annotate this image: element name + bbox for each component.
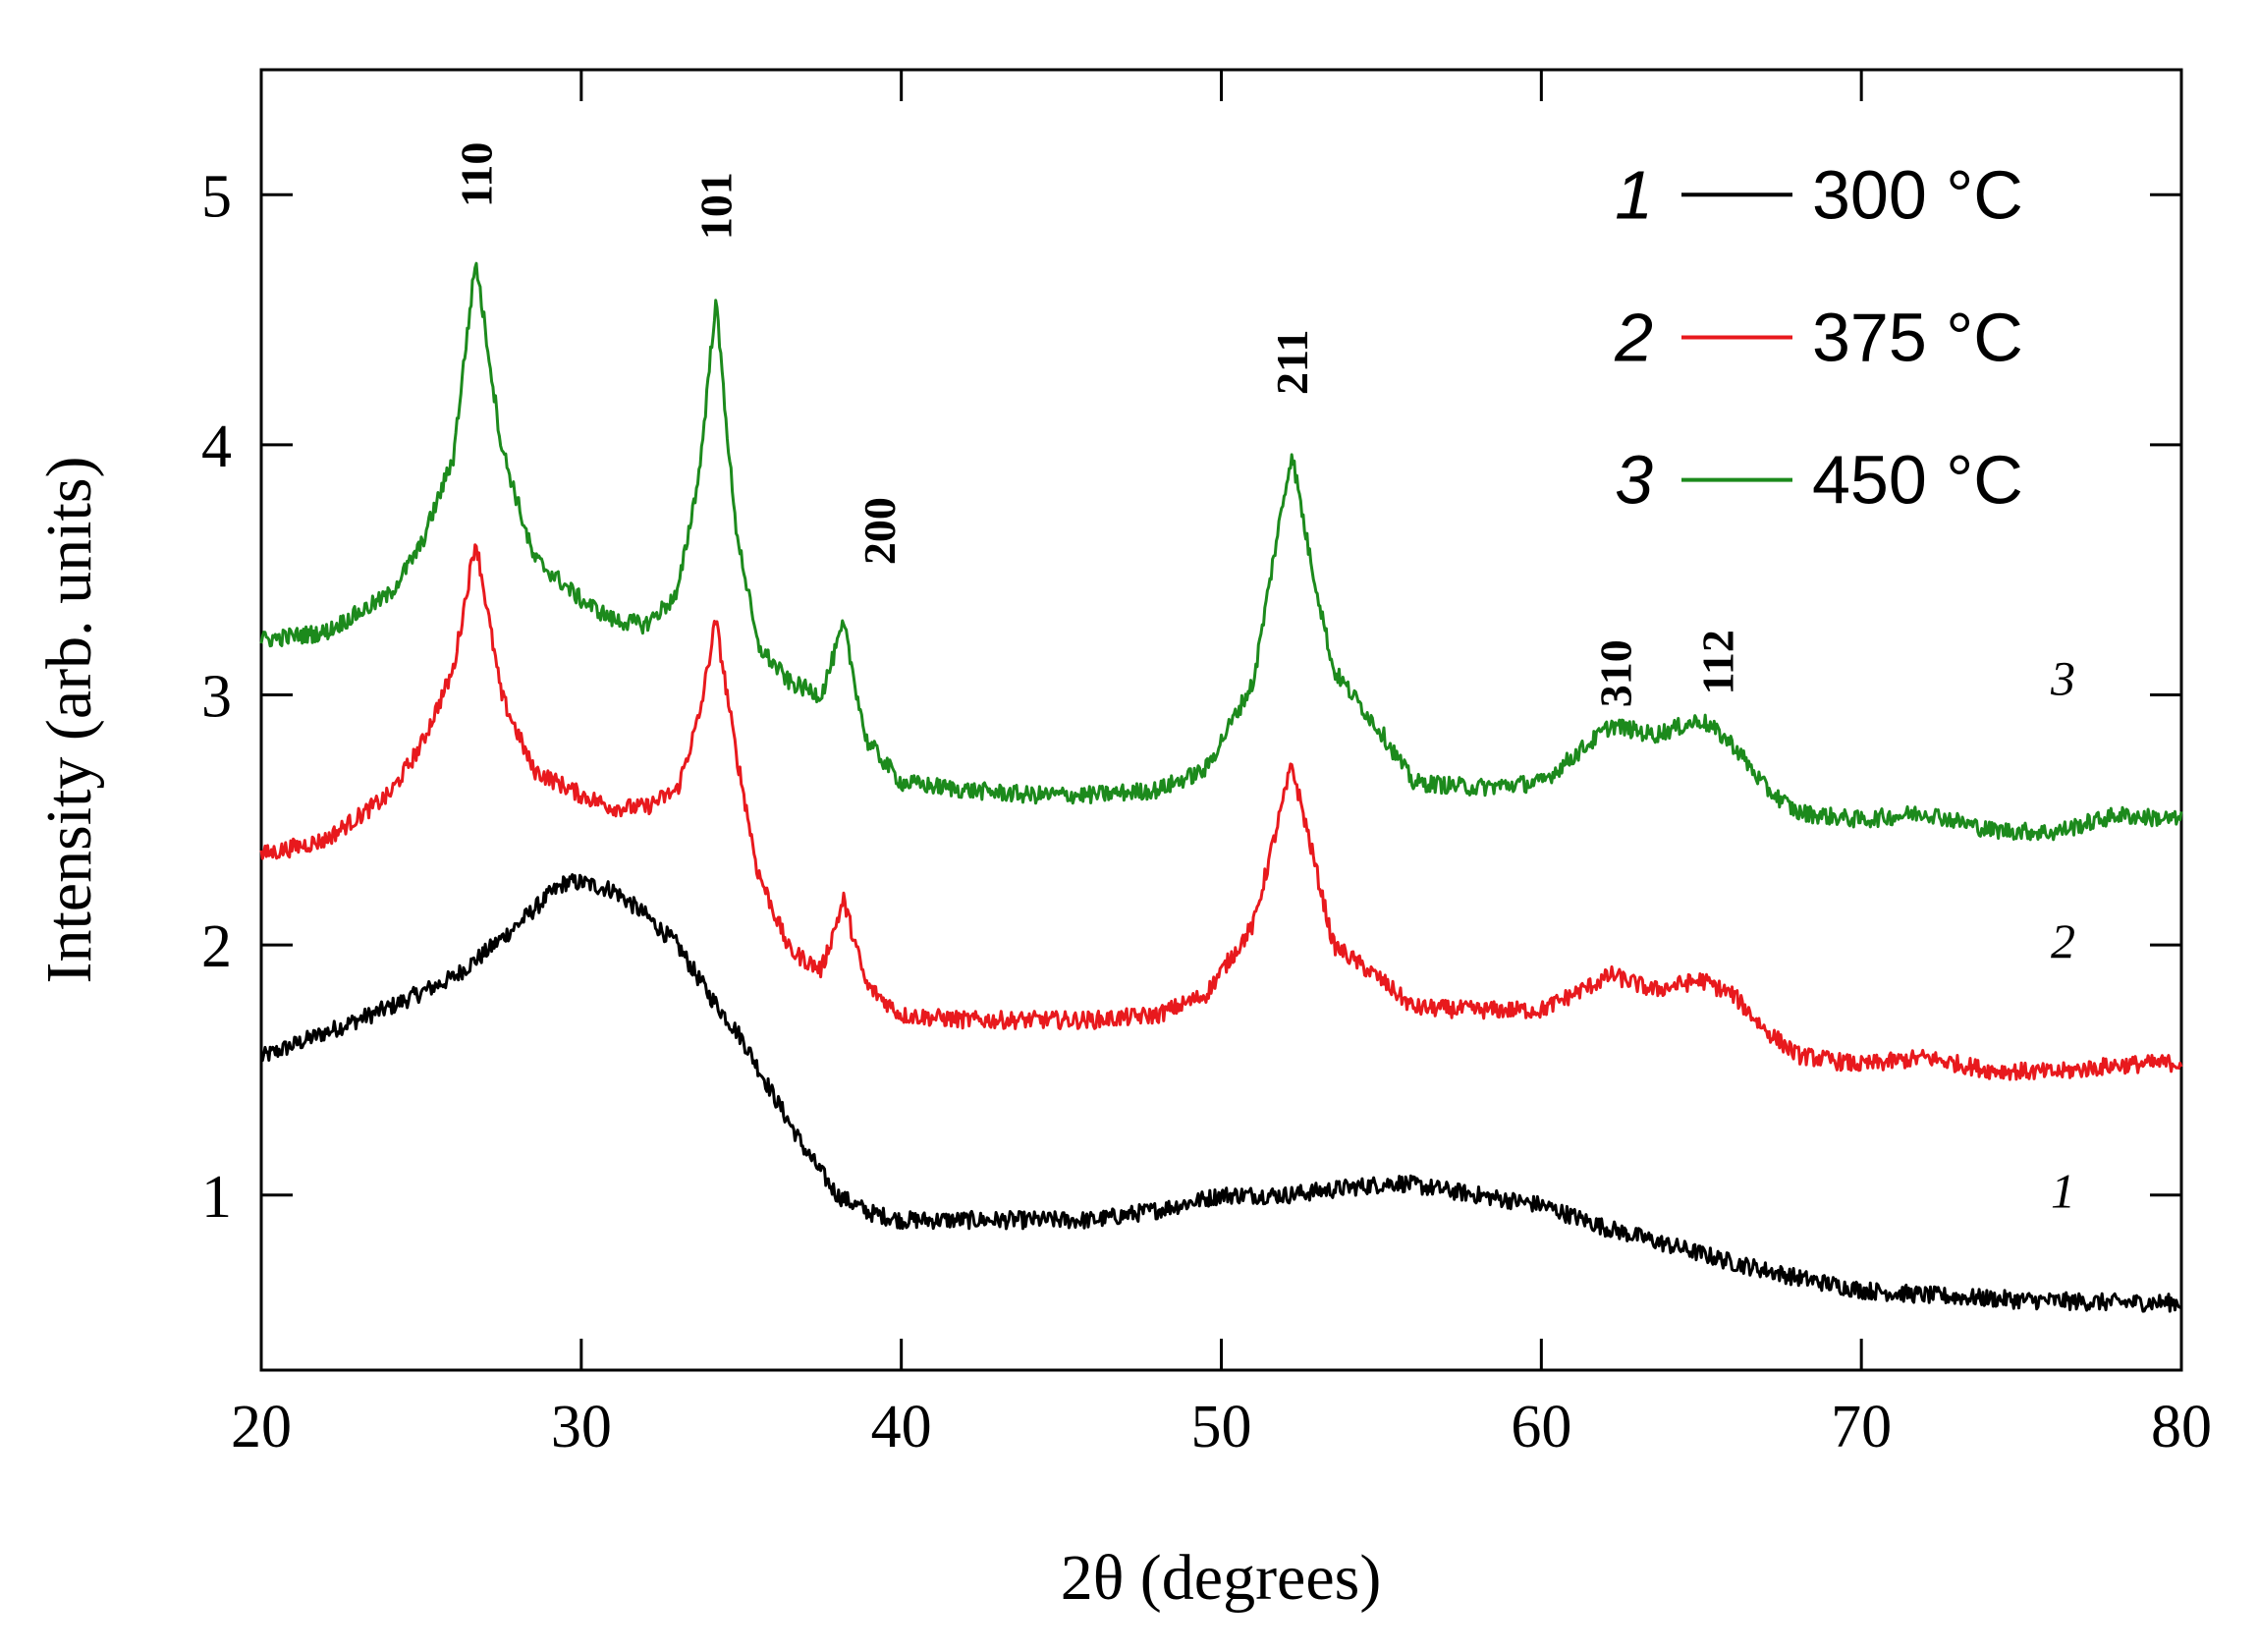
peak-labels: 110 101 200 211 310 112 — [451, 142, 1742, 708]
y-tick-label: 1 — [201, 1164, 232, 1231]
peak-label: 112 — [1693, 630, 1743, 694]
x-tick-label: 50 — [1191, 1394, 1252, 1460]
x-tick-label: 60 — [1511, 1394, 1571, 1460]
x-axis: 20 30 40 50 60 70 80 — [231, 70, 2212, 1460]
y-axis: 1 2 3 4 5 — [201, 163, 2181, 1231]
legend-label: 450 °C — [1812, 442, 2023, 519]
legend-label: 375 °C — [1812, 299, 2023, 375]
legend-number: 1 — [1615, 156, 1653, 233]
curve-number-label: 1 — [2051, 1164, 2075, 1219]
series-layer — [259, 261, 2183, 1313]
x-tick-label: 30 — [551, 1394, 612, 1460]
series-line-3 — [259, 261, 2183, 842]
peak-label: 211 — [1267, 330, 1317, 395]
peak-label: 310 — [1590, 639, 1640, 707]
series-line-1 — [259, 873, 2182, 1313]
y-tick-label: 4 — [201, 413, 232, 480]
series-line-2 — [259, 543, 2183, 1081]
legend-number: 2 — [1614, 299, 1653, 375]
y-axis-title: Intensity (arb. units) — [33, 456, 105, 983]
y-tick-label: 2 — [201, 913, 232, 980]
y-tick-label: 5 — [201, 163, 232, 230]
x-axis-title: 2θ (degrees) — [1061, 1542, 1382, 1614]
x-tick-label: 20 — [231, 1394, 292, 1460]
curve-number-label: 3 — [2050, 651, 2075, 706]
curve-number-label: 2 — [2051, 913, 2075, 968]
curve-labels: 3 2 1 — [2050, 651, 2075, 1219]
legend: 1 300 °C 2 375 °C 3 450 °C — [1614, 156, 2023, 518]
legend-label: 300 °C — [1812, 156, 2023, 233]
y-tick-label: 3 — [201, 664, 232, 731]
plot-frame — [259, 68, 2183, 1372]
x-tick-label: 70 — [1831, 1394, 1892, 1460]
x-tick-label: 80 — [2151, 1394, 2212, 1460]
legend-number: 3 — [1615, 442, 1653, 519]
x-tick-label: 40 — [871, 1394, 932, 1460]
peak-label: 110 — [451, 142, 501, 207]
peak-label: 200 — [854, 497, 905, 565]
peak-label: 101 — [691, 172, 742, 240]
